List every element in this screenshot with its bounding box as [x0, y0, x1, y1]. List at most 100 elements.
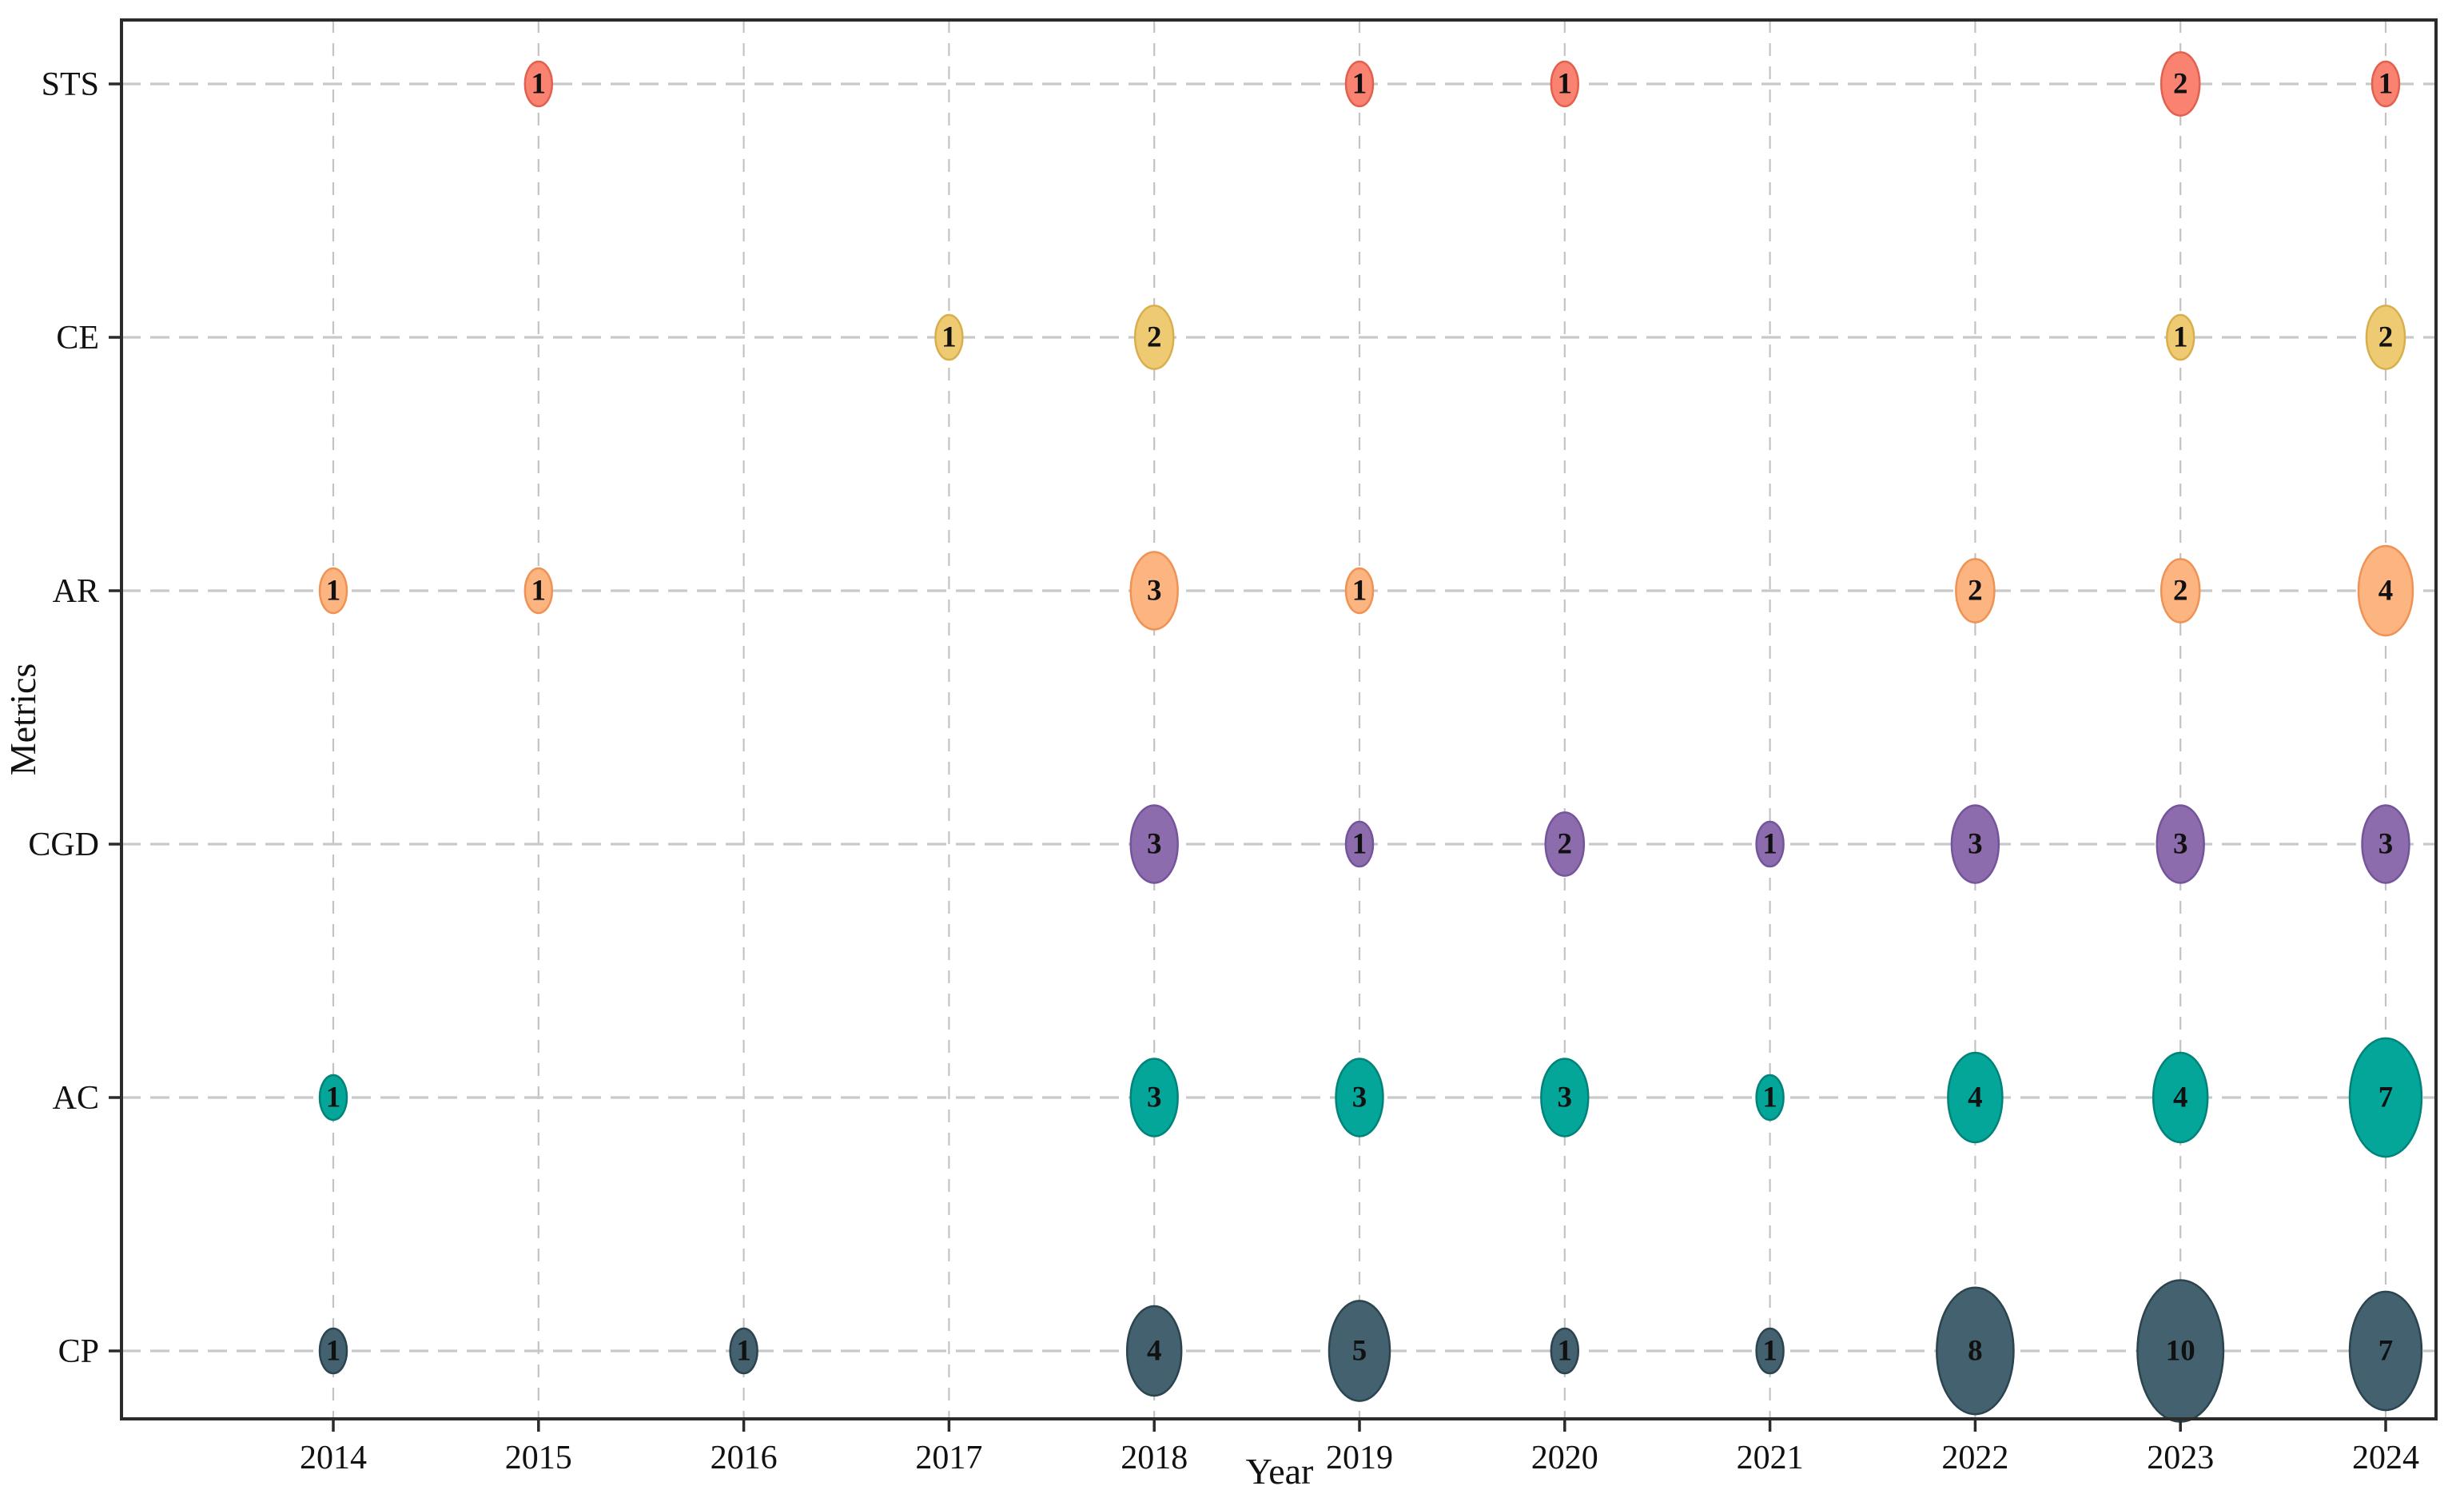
- bubble-value-AC-2018: 3: [1147, 1082, 1162, 1114]
- bubble-STS-2020: [1550, 60, 1580, 108]
- bubble-value-AC-2021: 1: [1762, 1082, 1777, 1114]
- bubble-value-AR-2019: 1: [1352, 575, 1367, 608]
- bubble-STS-2019: [1344, 60, 1375, 108]
- bubble-value-AC-2020: 3: [1558, 1082, 1573, 1114]
- bubble-layer: 1 1 1 2 1 1 2 1 2 1 1 3 1 2 2 4 3 1 2 1 3 3 3 1 3 3 3 1 4 4 7 1 1 4 5 1 1 8 10…: [318, 51, 2423, 1423]
- series-CE: 1 2 1 2: [934, 305, 2406, 370]
- bubble-value-STS-2020: 1: [1558, 68, 1573, 101]
- bubble-value-CP-2019: 5: [1352, 1335, 1367, 1368]
- y-tick-label-STS: STS: [42, 66, 99, 103]
- bubble-AR-2015: [523, 567, 554, 615]
- series-CP: 1 1 4 5 1 1 8 10 7: [318, 1279, 2423, 1423]
- bubble-value-AR-2018: 3: [1147, 575, 1162, 608]
- bubble-value-AR-2023: 2: [2173, 575, 2188, 608]
- bubble-AC-2023: [2152, 1051, 2209, 1144]
- bubble-value-CE-2023: 1: [2173, 321, 2188, 354]
- bubble-value-AR-2022: 2: [1968, 575, 1983, 608]
- bubble-value-AC-2022: 4: [1968, 1082, 1983, 1114]
- bubble-CP-2020: [1550, 1327, 1580, 1375]
- bubble-CGD-2023: [2156, 804, 2205, 884]
- bubble-CP-2016: [729, 1327, 758, 1375]
- x-tick-label-2022: 2022: [1941, 1440, 2008, 1476]
- bubble-value-AC-2023: 4: [2173, 1082, 2188, 1114]
- bubble-CP-2024: [2348, 1290, 2423, 1412]
- bubble-CE-2024: [2365, 305, 2406, 370]
- x-tick-label-2024: 2024: [2352, 1440, 2419, 1476]
- bubble-value-CGD-2024: 3: [2378, 828, 2394, 861]
- series-AC: 1 3 3 3 1 4 4 7: [318, 1037, 2423, 1158]
- bubble-value-AC-2024: 7: [2378, 1082, 2394, 1114]
- bubble-value-CP-2024: 7: [2378, 1335, 2394, 1368]
- bubble-CP-2018: [1125, 1305, 1183, 1397]
- bubble-AC-2022: [1947, 1051, 2004, 1144]
- x-tick-label-2019: 2019: [1326, 1440, 1393, 1476]
- y-tick-label-CGD: CGD: [28, 827, 99, 863]
- bubble-CGD-2019: [1344, 820, 1375, 868]
- bubble-value-CGD-2021: 1: [1762, 828, 1777, 861]
- bubble-value-CGD-2019: 1: [1352, 828, 1367, 861]
- bubble-value-CP-2023: 10: [2166, 1335, 2195, 1368]
- x-tick-label-2020: 2020: [1531, 1440, 1598, 1476]
- x-tick-label-2015: 2015: [505, 1440, 572, 1476]
- bubble-CE-2018: [1133, 305, 1175, 370]
- axis-layer: 2014 2015 2016 2017 2018 2019 2020 2021 2022 2023…: [28, 18, 2438, 1476]
- series-CGD: 3 1 2 1 3 3 3: [1129, 804, 2410, 884]
- bubble-AR-2024: [2357, 544, 2414, 637]
- bubble-CP-2021: [1755, 1327, 1785, 1375]
- bubble-value-CE-2018: 2: [1147, 321, 1162, 354]
- bubble-value-STS-2024: 1: [2378, 68, 2394, 101]
- x-tick-label-2021: 2021: [1737, 1440, 1804, 1476]
- bubble-value-AC-2019: 3: [1352, 1082, 1367, 1114]
- grid-layer: [121, 20, 2436, 1419]
- series-AR: 1 1 3 1 2 2 4: [318, 544, 2414, 637]
- bubble-value-CP-2021: 1: [1762, 1335, 1777, 1368]
- bubble-value-AC-2014: 1: [326, 1082, 341, 1114]
- bubble-AC-2020: [1540, 1058, 1590, 1137]
- bubble-value-STS-2019: 1: [1352, 68, 1367, 101]
- bubble-value-AR-2024: 4: [2378, 575, 2394, 608]
- bubble-STS-2023: [2159, 51, 2201, 117]
- bubble-STS-2024: [2370, 60, 2401, 108]
- x-tick-label-2018: 2018: [1121, 1440, 1188, 1476]
- bubble-value-CGD-2023: 3: [2173, 828, 2188, 861]
- bubble-value-CP-2022: 8: [1968, 1335, 1983, 1368]
- bubble-value-CP-2014: 1: [326, 1335, 341, 1368]
- bubble-value-CGD-2018: 3: [1147, 828, 1162, 861]
- x-tick-label-2014: 2014: [300, 1440, 367, 1476]
- bubble-AC-2021: [1755, 1074, 1785, 1122]
- bubble-value-CE-2024: 2: [2378, 321, 2394, 354]
- bubble-CP-2019: [1328, 1300, 1391, 1402]
- bubble-CGD-2018: [1129, 804, 1179, 884]
- bubble-AR-2022: [1955, 558, 1996, 624]
- bubble-value-CGD-2022: 3: [1968, 828, 1983, 861]
- bubble-AR-2018: [1129, 551, 1179, 631]
- bubble-value-CGD-2020: 2: [1558, 828, 1573, 861]
- bubble-value-AR-2015: 1: [531, 575, 547, 608]
- bubble-AR-2023: [2159, 558, 2201, 624]
- y-axis-title: Metrics: [2, 663, 43, 776]
- series-STS: 1 1 1 2 1: [523, 51, 2401, 117]
- bubble-AC-2014: [318, 1074, 348, 1122]
- bubble-AC-2024: [2348, 1037, 2423, 1158]
- bubble-CE-2023: [2165, 313, 2195, 361]
- bubble-value-AR-2014: 1: [326, 575, 341, 608]
- bubble-CGD-2021: [1755, 820, 1785, 868]
- y-tick-label-CE: CE: [56, 320, 99, 357]
- y-tick-label-CP: CP: [58, 1333, 99, 1370]
- bubble-CGD-2024: [2361, 804, 2410, 884]
- x-tick-label-2023: 2023: [2147, 1440, 2214, 1476]
- bubble-AC-2018: [1129, 1058, 1179, 1137]
- bubble-value-CP-2020: 1: [1558, 1335, 1573, 1368]
- bubble-CGD-2022: [1950, 804, 2000, 884]
- bubble-AC-2019: [1335, 1058, 1384, 1137]
- y-tick-label-AC: AC: [53, 1080, 99, 1117]
- plot-border: [120, 18, 2438, 1420]
- bubble-AR-2019: [1344, 567, 1375, 615]
- bubble-value-CP-2018: 4: [1147, 1335, 1162, 1368]
- bubble-value-STS-2015: 1: [531, 68, 547, 101]
- bubble-CGD-2020: [1544, 811, 1586, 877]
- bubble-CP-2014: [318, 1327, 348, 1375]
- bubble-value-CE-2017: 1: [941, 321, 957, 354]
